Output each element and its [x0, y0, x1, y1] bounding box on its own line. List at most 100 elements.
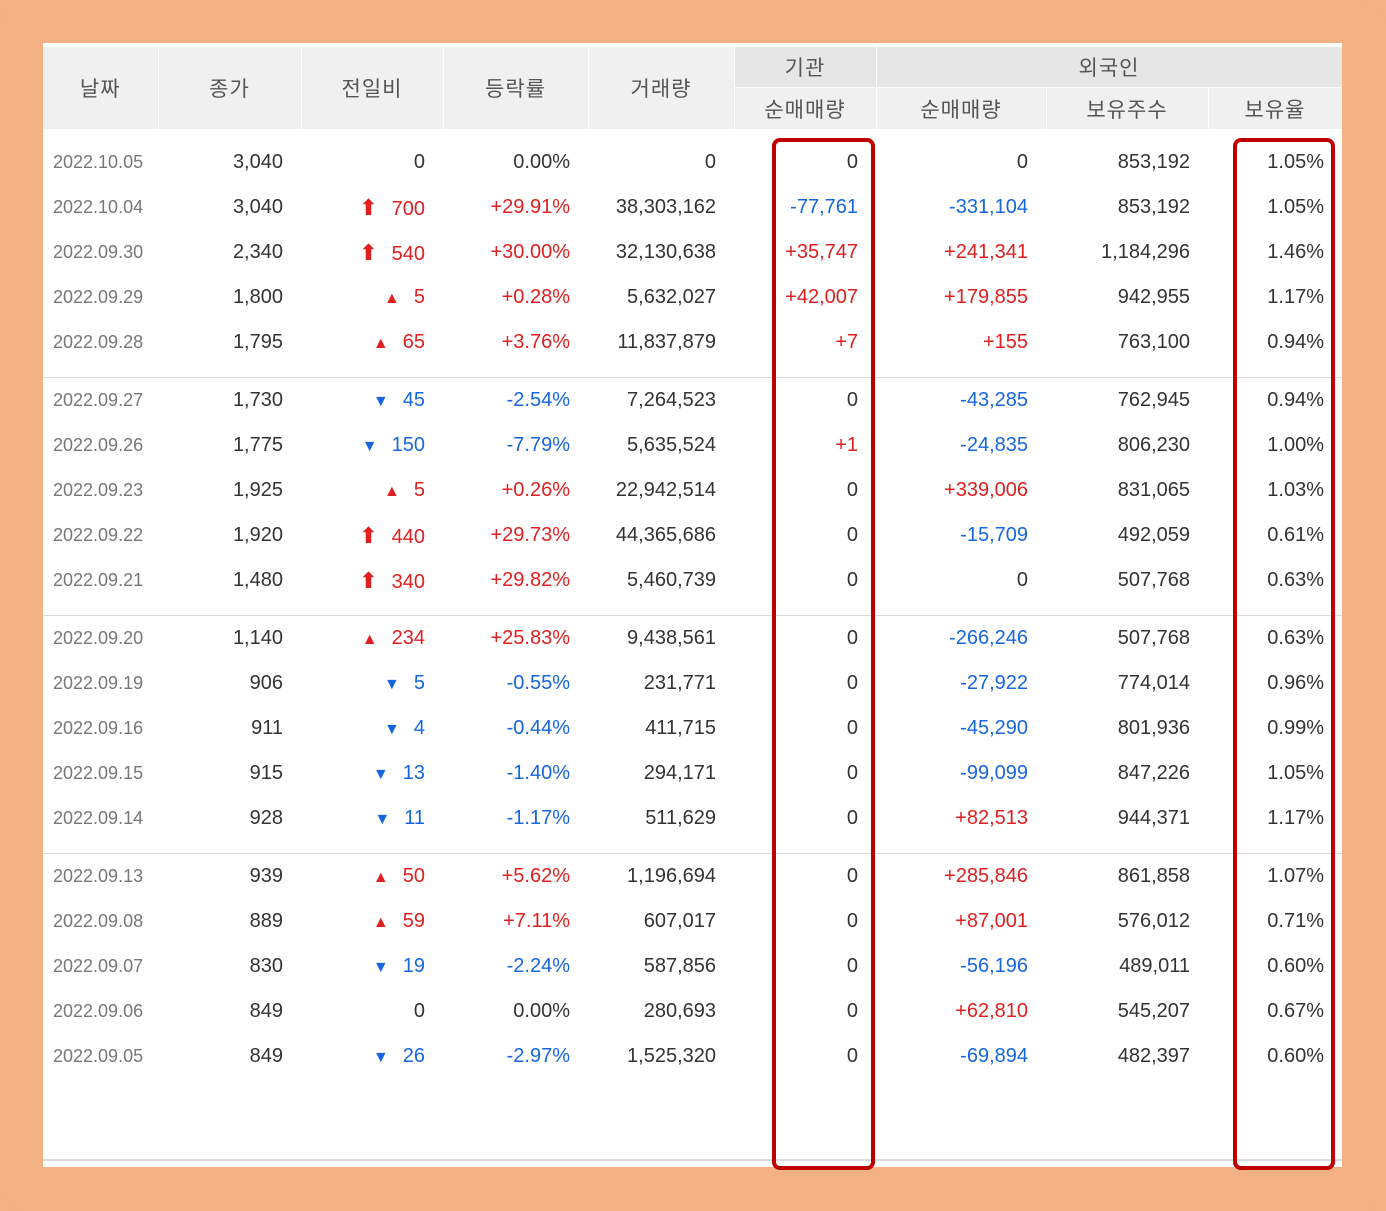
- cell-inst-net: 0: [846, 807, 858, 829]
- cell-foreign-ratio: 0.61%: [1267, 524, 1324, 546]
- cell-date: 2022.09.05: [53, 1046, 144, 1066]
- cell-inst-net: 0: [846, 524, 858, 546]
- cell-inst-net: 0: [846, 910, 858, 932]
- cell-foreign-net: 0: [876, 129, 1046, 185]
- cell-foreign-holdings: 801,936: [1117, 717, 1190, 739]
- table-row: 2022.09.20 1,140 ▲ 234 +25.83% 9,438,561 0 -266…: [43, 615, 1342, 661]
- cell-date: 2022.09.27: [43, 377, 158, 423]
- table-row: 2022.09.06 849 0 0.00% 280,693 0 +62,810 545,20…: [43, 989, 1342, 1034]
- cell-change: ▲ 50: [301, 853, 443, 899]
- down-triangle-icon: ▼: [384, 676, 400, 693]
- cell-date: 2022.09.29: [53, 287, 144, 307]
- cell-foreign-ratio: 1.17%: [1267, 807, 1324, 829]
- cell-foreign-ratio: 1.03%: [1267, 479, 1324, 501]
- table-body: 2022.10.05 3,040 0 0.00% 0 0 0 853,192 1.05% 2022…: [43, 129, 1342, 1080]
- cell-change: ⬆ 440: [301, 513, 443, 558]
- cell-date: 2022.09.30: [53, 242, 144, 262]
- header-foreign-holdings: 보유주수: [1046, 87, 1209, 130]
- table-row: 2022.09.05 849 ▼ 26 -2.97% 1,525,320 0 -69,894 4…: [43, 1034, 1342, 1079]
- header-institution: 기관: [733, 47, 877, 88]
- cell-change: ▲ 5: [301, 468, 443, 513]
- down-triangle-icon: ▼: [384, 721, 400, 738]
- up-triangle-icon: ▲: [384, 483, 400, 500]
- upper-limit-arrow-icon: ⬆: [359, 194, 378, 220]
- cell-inst-net: +1: [835, 434, 858, 456]
- upper-limit-arrow-icon: ⬆: [359, 239, 378, 265]
- table-row: 2022.09.30 2,340 ⬆ 540 +30.00% 32,130,638 +35,…: [43, 230, 1342, 275]
- cell-rate: -2.54%: [443, 377, 588, 423]
- cell-change: ▼ 4: [301, 706, 443, 751]
- change-value: 0: [413, 151, 425, 173]
- cell-volume: 411,715: [645, 717, 716, 739]
- table-row: 2022.09.07 830 ▼ 19 -2.24% 587,856 0 -56,196 489…: [43, 944, 1342, 989]
- cell-volume: 7,264,523: [588, 377, 734, 423]
- table-row: 2022.09.19 906 ▼ 5 -0.55% 231,771 0 -27,922 774,…: [43, 661, 1342, 706]
- table-row: 2022.09.28 1,795 ▲ 65 +3.76% 11,837,879 +7 +155…: [43, 320, 1342, 365]
- group-spacer: [43, 365, 1342, 378]
- cell-close: 3,040: [232, 196, 283, 218]
- change-value: 65: [402, 331, 425, 353]
- cell-foreign-net: +339,006: [944, 479, 1028, 501]
- cell-foreign-holdings: 831,065: [1117, 479, 1190, 501]
- cell-inst-net: 0: [734, 129, 876, 185]
- cell-foreign-holdings: 853,192: [1046, 129, 1208, 185]
- cell-foreign-net: -27,922: [960, 672, 1028, 694]
- up-triangle-icon: ▲: [372, 335, 389, 352]
- cell-change: 0: [301, 989, 443, 1034]
- cell-change: ▲ 59: [301, 899, 443, 944]
- cell-volume: 607,017: [643, 910, 716, 932]
- header-close: 종가: [158, 47, 302, 130]
- cell-date: 2022.09.08: [53, 911, 144, 931]
- cell-foreign-net: -331,104: [949, 196, 1028, 218]
- cell-foreign-holdings: 763,100: [1117, 331, 1190, 353]
- cell-close: 1,795: [232, 331, 283, 353]
- change-value: 50: [402, 865, 425, 887]
- cell-close: 1,480: [232, 569, 283, 591]
- cell-date: 2022.09.20: [43, 615, 158, 661]
- cell-foreign-ratio: 0.60%: [1267, 955, 1324, 977]
- cell-foreign-net: -266,246: [876, 615, 1046, 661]
- cell-close: 1,775: [232, 434, 283, 456]
- down-triangle-icon: ▼: [372, 393, 389, 410]
- change-value: 5: [413, 672, 425, 694]
- cell-volume: 32,130,638: [615, 241, 716, 263]
- cell-close: 928: [249, 807, 283, 829]
- cell-date: 2022.09.26: [53, 435, 144, 455]
- cell-foreign-holdings: 482,397: [1117, 1045, 1190, 1067]
- cell-close: 915: [249, 762, 283, 784]
- cell-foreign-holdings: 762,945: [1046, 377, 1208, 423]
- down-triangle-icon: ▼: [372, 1049, 389, 1066]
- cell-foreign-net: -69,894: [960, 1045, 1028, 1067]
- table-row: 2022.09.13 939 ▲ 50 +5.62% 1,196,694 0 +285,846…: [43, 853, 1342, 899]
- cell-change: ▼ 5: [301, 661, 443, 706]
- cell-foreign-holdings: 853,192: [1117, 196, 1190, 218]
- table-row: 2022.09.14 928 ▼ 11 -1.17% 511,629 0 +82,513 944…: [43, 796, 1342, 841]
- cell-volume: 5,460,739: [627, 569, 716, 591]
- cell-close: 1,920: [232, 524, 283, 546]
- cell-foreign-net: +179,855: [944, 286, 1028, 308]
- cell-foreign-net: -56,196: [960, 955, 1028, 977]
- cell-close: 1,925: [232, 479, 283, 501]
- cell-change: ▼ 26: [301, 1034, 443, 1079]
- cell-foreign-holdings: 774,014: [1117, 672, 1190, 694]
- cell-foreign-net: +82,513: [955, 807, 1028, 829]
- cell-inst-net: +42,007: [785, 286, 858, 308]
- cell-rate: +30.00%: [490, 241, 570, 263]
- table-row: 2022.09.27 1,730 ▼ 45 -2.54% 7,264,523 0 -43,28…: [43, 377, 1342, 423]
- cell-change: ▼ 13: [301, 751, 443, 796]
- header-rate: 등락률: [443, 47, 589, 130]
- cell-close: 849: [249, 1045, 283, 1067]
- cell-foreign-ratio: 1.05%: [1208, 129, 1342, 185]
- cell-foreign-ratio: 0.94%: [1208, 377, 1342, 423]
- cell-close: 849: [249, 1000, 283, 1022]
- change-value: 234: [391, 627, 425, 649]
- cell-rate: +3.76%: [501, 331, 570, 353]
- cell-rate: +25.83%: [443, 615, 588, 661]
- header-foreign-ratio: 보유율: [1208, 87, 1342, 130]
- down-triangle-icon: ▼: [372, 766, 389, 783]
- cell-close: 939: [158, 853, 301, 899]
- cell-close: 889: [249, 910, 283, 932]
- cell-change: ⬆ 340: [301, 558, 443, 603]
- up-triangle-icon: ▲: [361, 631, 378, 648]
- cell-foreign-holdings: 489,011: [1119, 955, 1190, 977]
